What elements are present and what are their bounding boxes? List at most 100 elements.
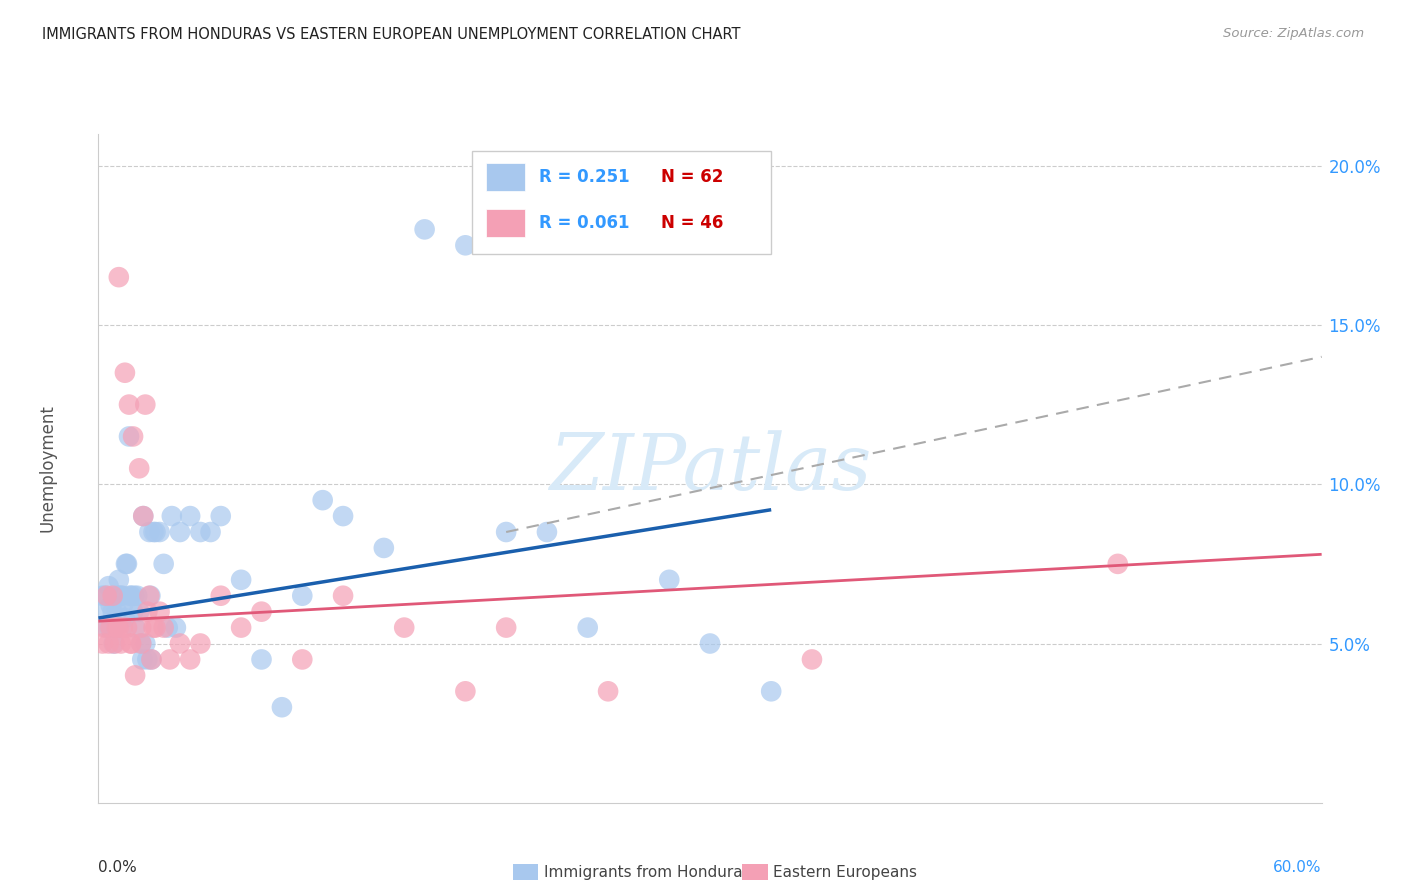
Point [114,366,136,380]
Bar [486,162,526,191]
Point [120,589,142,603]
Text: Eastern Europeans: Eastern Europeans [773,865,917,880]
Point [118,398,141,412]
Text: ZIPatlas: ZIPatlas [548,430,872,507]
Point [124,621,146,635]
Point [188,636,212,650]
Point [179,652,201,666]
Point [152,557,174,571]
Point [128,461,150,475]
Bar [486,210,526,237]
Point [149,605,172,619]
Point [495,524,517,539]
Point [250,605,273,619]
Point [169,524,191,539]
Text: 60.0%: 60.0% [1274,860,1322,875]
Point [129,636,152,650]
Point [111,599,134,613]
Point [152,621,174,635]
Point [94,589,117,603]
Point [373,541,395,555]
Point [209,589,232,603]
Point [110,589,132,603]
Bar [471,151,770,254]
Point [97,579,120,593]
Text: N = 62: N = 62 [661,168,724,186]
Point [576,621,599,635]
Point [107,589,129,603]
Point [122,605,145,619]
Text: R = 0.061: R = 0.061 [538,214,630,233]
Point [120,636,142,650]
Point [159,652,181,666]
Point [136,652,159,666]
Point [104,636,127,650]
Point [332,589,354,603]
Point [801,652,824,666]
Point [128,605,150,619]
Point [291,652,314,666]
Point [142,524,165,539]
Point [141,652,163,666]
Point [145,524,167,539]
Point [142,621,165,635]
Point [454,238,477,252]
Point [100,599,122,613]
Point [111,589,134,603]
Point [118,589,141,603]
Point [134,636,156,650]
Text: Unemployment: Unemployment [38,404,56,533]
Point [179,509,201,524]
Point [96,589,118,603]
Point [98,621,121,635]
Point [103,636,125,650]
Point [105,605,128,619]
Text: Source: ZipAtlas.com: Source: ZipAtlas.com [1223,27,1364,40]
Point [120,636,142,650]
Point [114,611,136,625]
Point [105,621,128,635]
Point [138,589,160,603]
Point [145,621,167,635]
Point [100,621,122,635]
Point [165,621,187,635]
Point [104,621,127,635]
Point [93,605,115,619]
Point [270,700,294,714]
Point [91,589,114,603]
Point [93,621,115,635]
Point [209,509,232,524]
Point [759,684,782,698]
Point [139,589,162,603]
Point [118,429,141,443]
Point [160,509,183,524]
Point [495,621,517,635]
Point [122,429,145,443]
Point [291,589,314,603]
Point [132,509,155,524]
Point [115,557,138,571]
Point [141,652,163,666]
Point [108,270,131,285]
Point [108,573,131,587]
Point [200,524,222,539]
Point [110,636,132,650]
Text: IMMIGRANTS FROM HONDURAS VS EASTERN EUROPEAN UNEMPLOYMENT CORRELATION CHART: IMMIGRANTS FROM HONDURAS VS EASTERN EURO… [42,27,741,42]
Point [127,589,149,603]
Point [97,636,120,650]
Point [149,524,172,539]
Point [658,573,681,587]
Point [108,621,131,635]
Point [132,509,155,524]
Point [124,668,146,682]
Point [131,652,153,666]
Point [699,636,721,650]
Point [115,557,138,571]
Point [231,573,253,587]
Point [91,636,114,650]
Point [536,524,558,539]
Point [231,621,253,635]
Point [101,605,124,619]
Text: 0.0%: 0.0% [98,860,138,875]
Text: Immigrants from Honduras: Immigrants from Honduras [544,865,751,880]
